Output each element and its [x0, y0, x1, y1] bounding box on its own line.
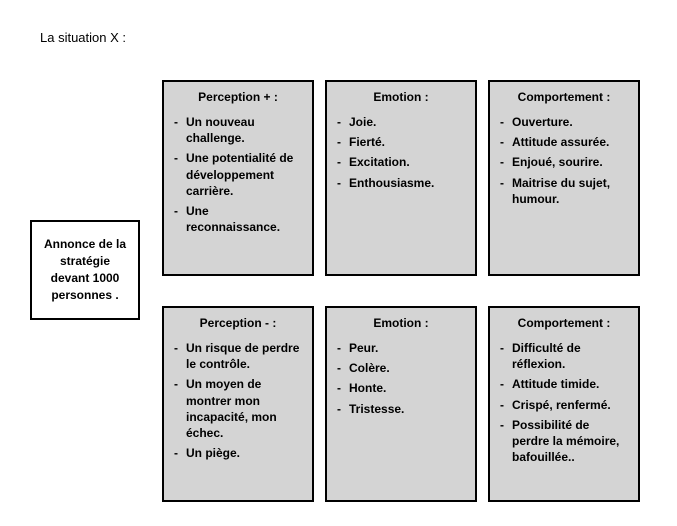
list-item: Honte.: [337, 380, 465, 396]
diagram-title: La situation X :: [40, 30, 126, 45]
situation-text: Annonce de la stratégie devant 1000 pers…: [42, 236, 128, 303]
list-item: Un piège.: [174, 445, 302, 461]
item-list: Un risque de perdre le contrôle. Un moye…: [174, 340, 302, 461]
list-item: Une potentialité de développement carriè…: [174, 150, 302, 199]
box-emotion-negative: Emotion : Peur. Colère. Honte. Tristesse…: [325, 306, 477, 502]
item-list: Difficulté de réflexion. Attitude timide…: [500, 340, 628, 465]
box-perception-positive: Perception + : Un nouveau challenge. Une…: [162, 80, 314, 276]
situation-box: Annonce de la stratégie devant 1000 pers…: [30, 220, 140, 320]
box-header: Emotion :: [337, 316, 465, 330]
box-comportement-positive: Comportement : Ouverture. Attitude assur…: [488, 80, 640, 276]
list-item: Un nouveau challenge.: [174, 114, 302, 146]
list-item: Excitation.: [337, 154, 465, 170]
list-item: Maitrise du sujet, humour.: [500, 175, 628, 207]
list-item: Joie.: [337, 114, 465, 130]
list-item: Attitude timide.: [500, 376, 628, 392]
box-header: Comportement :: [500, 316, 628, 330]
list-item: Peur.: [337, 340, 465, 356]
item-list: Un nouveau challenge. Une potentialité d…: [174, 114, 302, 235]
box-perception-negative: Perception - : Un risque de perdre le co…: [162, 306, 314, 502]
item-list: Joie. Fierté. Excitation. Enthousiasme.: [337, 114, 465, 191]
list-item: Ouverture.: [500, 114, 628, 130]
list-item: Un moyen de montrer mon incapacité, mon …: [174, 376, 302, 441]
box-header: Perception + :: [174, 90, 302, 104]
box-header: Emotion :: [337, 90, 465, 104]
list-item: Crispé, renfermé.: [500, 397, 628, 413]
list-item: Tristesse.: [337, 401, 465, 417]
list-item: Enjoué, sourire.: [500, 154, 628, 170]
list-item: Possibilité de perdre la mémoire, bafoui…: [500, 417, 628, 466]
list-item: Difficulté de réflexion.: [500, 340, 628, 372]
box-emotion-positive: Emotion : Joie. Fierté. Excitation. Enth…: [325, 80, 477, 276]
box-comportement-negative: Comportement : Difficulté de réflexion. …: [488, 306, 640, 502]
box-header: Perception - :: [174, 316, 302, 330]
list-item: Enthousiasme.: [337, 175, 465, 191]
list-item: Un risque de perdre le contrôle.: [174, 340, 302, 372]
box-header: Comportement :: [500, 90, 628, 104]
item-list: Peur. Colère. Honte. Tristesse.: [337, 340, 465, 417]
list-item: Attitude assurée.: [500, 134, 628, 150]
list-item: Une reconnaissance.: [174, 203, 302, 235]
list-item: Colère.: [337, 360, 465, 376]
list-item: Fierté.: [337, 134, 465, 150]
item-list: Ouverture. Attitude assurée. Enjoué, sou…: [500, 114, 628, 207]
diagram-canvas: La situation X : Annonce de la stratégie…: [0, 0, 677, 526]
